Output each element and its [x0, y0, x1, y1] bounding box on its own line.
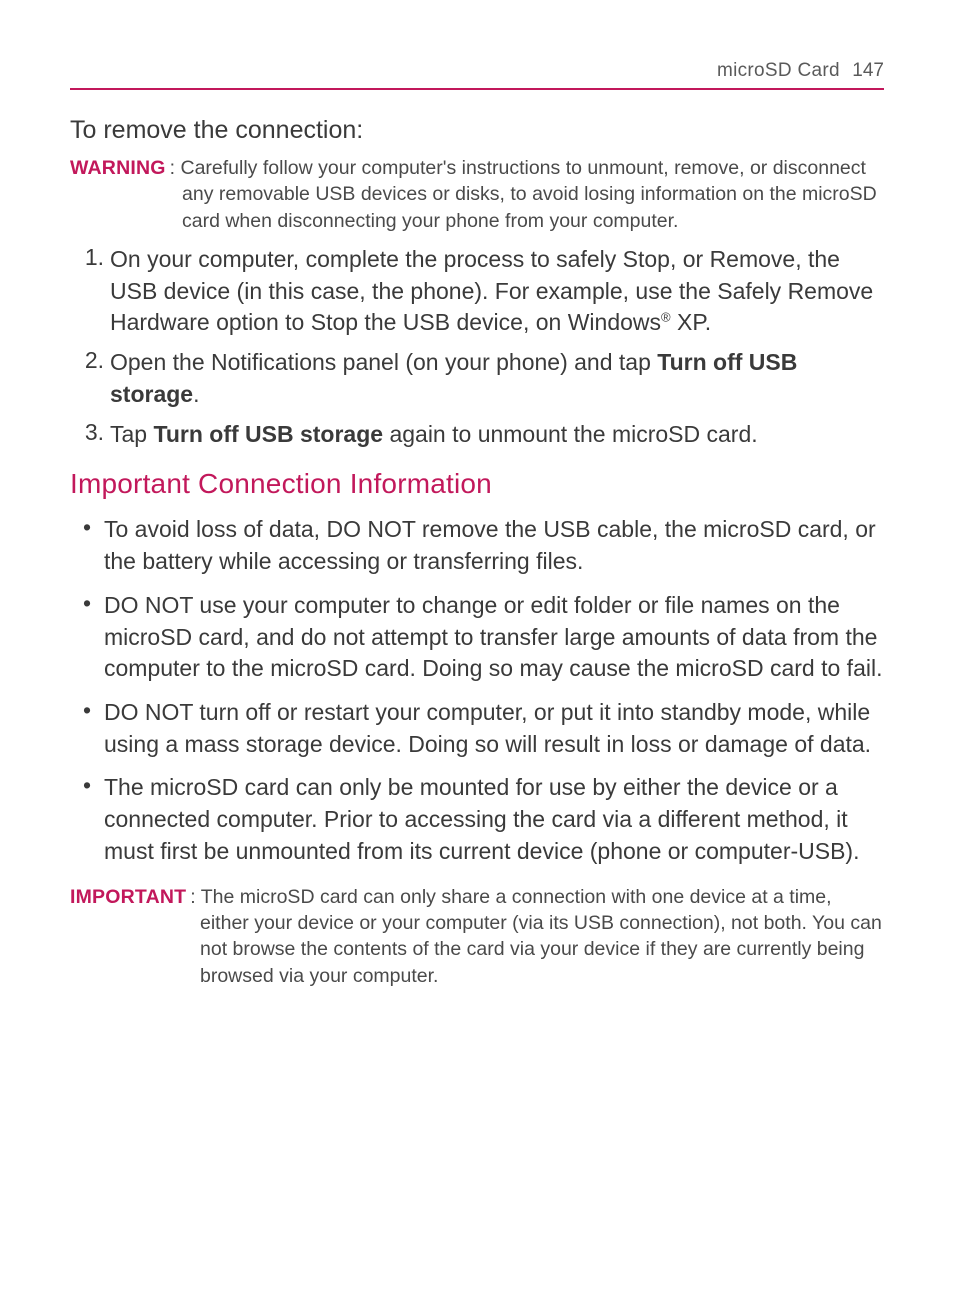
step-text-post: XP.: [671, 309, 712, 335]
bullet-item: • DO NOT turn off or restart your comput…: [70, 697, 884, 760]
header-page-number: 147: [852, 60, 884, 81]
remove-connection-heading: To remove the connection:: [70, 116, 884, 145]
header-section: microSD Card: [717, 60, 840, 81]
important-info-heading: Important Connection Information: [70, 468, 884, 500]
step-superscript: ®: [661, 310, 671, 325]
remove-steps-list: 1. On your computer, complete the proces…: [70, 244, 884, 450]
bullet-item: • To avoid loss of data, DO NOT remove t…: [70, 514, 884, 577]
step-text-bold: Turn off USB storage: [153, 421, 383, 447]
step-number: 2.: [70, 347, 110, 410]
step-body: Open the Notifications panel (on your ph…: [110, 347, 884, 410]
bullet-text: DO NOT turn off or restart your computer…: [104, 697, 884, 760]
important-label: IMPORTANT: [70, 886, 186, 908]
warning-label: WARNING: [70, 157, 166, 179]
important-text: : The microSD card can only share a conn…: [186, 886, 882, 987]
bullet-mark-icon: •: [70, 514, 104, 577]
bullet-item: • DO NOT use your computer to change or …: [70, 590, 884, 685]
step-number: 1.: [70, 244, 110, 339]
step-item: 3. Tap Turn off USB storage again to unm…: [70, 419, 884, 451]
step-number: 3.: [70, 419, 110, 451]
warning-callout: WARNING: Carefully follow your computer'…: [70, 155, 884, 234]
bullet-text: The microSD card can only be mounted for…: [104, 772, 884, 867]
page-header: microSD Card 147: [70, 60, 884, 90]
step-text-pre: On your computer, complete the process t…: [110, 246, 873, 335]
bullet-text: DO NOT use your computer to change or ed…: [104, 590, 884, 685]
step-text-pre: Tap: [110, 421, 153, 447]
important-callout: IMPORTANT: The microSD card can only sha…: [70, 884, 884, 989]
bullet-item: • The microSD card can only be mounted f…: [70, 772, 884, 867]
bullet-text: To avoid loss of data, DO NOT remove the…: [104, 514, 884, 577]
bullet-mark-icon: •: [70, 590, 104, 685]
step-text-pre: Open the Notifications panel (on your ph…: [110, 349, 657, 375]
step-item: 2. Open the Notifications panel (on your…: [70, 347, 884, 410]
info-bullets-list: • To avoid loss of data, DO NOT remove t…: [70, 514, 884, 867]
step-body: On your computer, complete the process t…: [110, 244, 884, 339]
bullet-mark-icon: •: [70, 697, 104, 760]
step-text-post: again to unmount the microSD card.: [383, 421, 758, 447]
step-item: 1. On your computer, complete the proces…: [70, 244, 884, 339]
step-body: Tap Turn off USB storage again to unmoun…: [110, 419, 884, 451]
bullet-mark-icon: •: [70, 772, 104, 867]
step-text-post: .: [193, 381, 199, 407]
warning-text: : Carefully follow your computer's instr…: [166, 157, 877, 232]
